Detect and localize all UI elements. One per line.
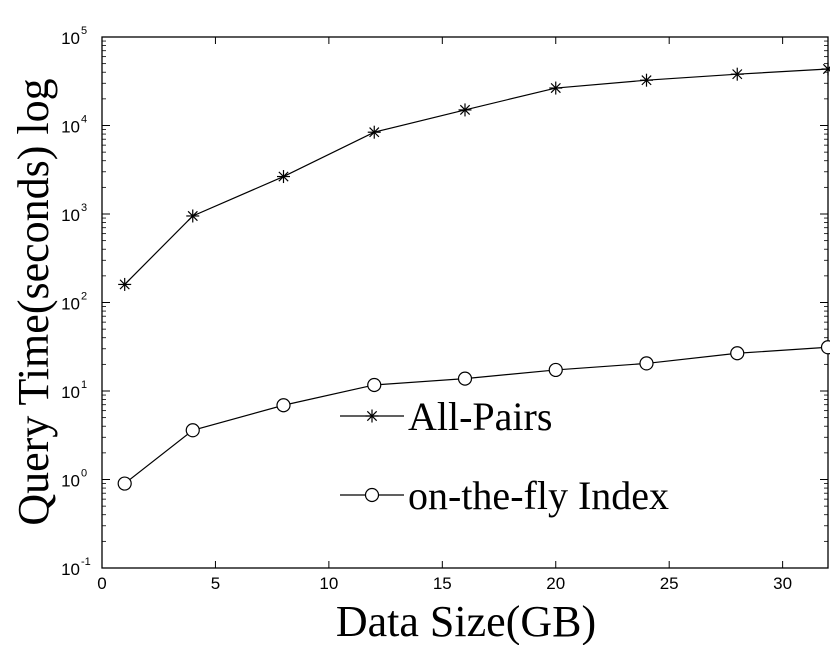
- y-tick-label: 10: [61, 206, 80, 225]
- y-tick-label-exponent: 0: [81, 468, 87, 480]
- data-point-on-the-fly-index: [639, 356, 654, 371]
- y-tick-label: 10: [61, 118, 80, 137]
- x-tick-label: 5: [211, 574, 220, 593]
- data-point-on-the-fly-index: [367, 377, 382, 393]
- data-point-all-pairs: [458, 103, 472, 117]
- y-tick-label: 10: [61, 29, 80, 48]
- y-tick-label-exponent: 5: [81, 25, 87, 37]
- y-tick-label-exponent: 4: [81, 114, 87, 126]
- y-tick-label: 10: [61, 295, 80, 314]
- data-point-on-the-fly-index: [548, 362, 563, 378]
- data-point-all-pairs: [118, 277, 132, 291]
- data-point-on-the-fly-index: [117, 476, 132, 491]
- legend-marker-on-the-fly-index: [364, 487, 380, 503]
- y-tick-label-exponent: 1: [81, 379, 87, 391]
- legend-marker-all-pairs: [365, 409, 379, 423]
- x-tick-label: 10: [319, 574, 338, 593]
- data-point-all-pairs: [549, 81, 563, 95]
- data-point-on-the-fly-index: [457, 371, 473, 386]
- data-point-all-pairs: [277, 170, 290, 184]
- data-point-on-the-fly-index: [276, 398, 291, 413]
- data-point-all-pairs: [821, 62, 830, 76]
- series-line-all-pairs: [124, 68, 829, 285]
- data-point-all-pairs: [730, 67, 744, 81]
- y-tick-label: 10: [61, 383, 80, 402]
- data-point-all-pairs: [186, 209, 200, 223]
- legend-label-on-the-fly-index: on-the-fly Index: [408, 473, 669, 518]
- y-tick-label: 10: [61, 560, 80, 579]
- x-tick-label: 20: [546, 574, 565, 593]
- y-axis-title: Query Time(seconds) log: [9, 78, 58, 525]
- y-tick-label-exponent: 2: [81, 291, 87, 303]
- x-axis-title: Data Size(GB): [336, 597, 596, 645]
- data-point-on-the-fly-index: [185, 423, 200, 438]
- y-tick-label: 10: [61, 472, 80, 491]
- data-point-on-the-fly-index: [730, 346, 745, 361]
- data-point-all-pairs: [367, 125, 381, 139]
- data-point-all-pairs: [640, 73, 653, 87]
- legend-label-all-pairs: All-Pairs: [408, 394, 552, 439]
- data-point-on-the-fly-index: [820, 340, 830, 355]
- x-tick-label: 15: [433, 574, 452, 593]
- y-tick-label-exponent: -1: [81, 556, 91, 568]
- x-tick-label: 0: [97, 574, 106, 593]
- x-tick-label: 25: [660, 574, 679, 593]
- x-tick-label: 30: [773, 574, 792, 593]
- y-tick-label-exponent: 3: [81, 202, 87, 214]
